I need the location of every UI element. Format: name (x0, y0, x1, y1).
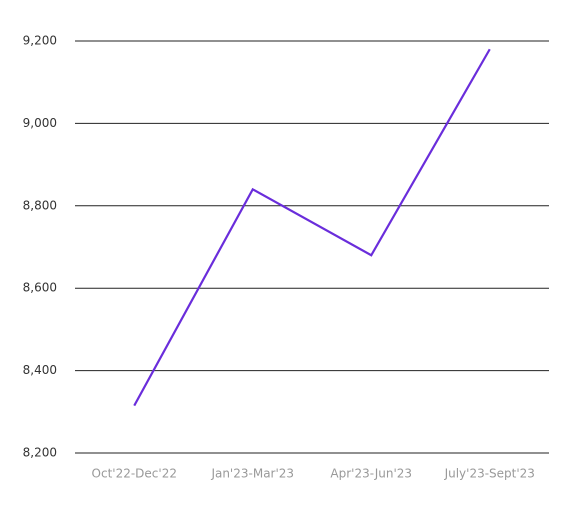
y-tick-label: 8,400 (23, 363, 57, 377)
x-tick-label: Jan'23-Mar'23 (210, 467, 294, 481)
y-tick-label: 8,200 (23, 446, 57, 460)
x-tick-label: July'23-Sept'23 (444, 467, 535, 481)
y-tick-label: 8,600 (23, 281, 57, 295)
y-tick-label: 9,200 (23, 34, 57, 48)
y-tick-label: 9,000 (23, 116, 57, 130)
line (133, 48, 491, 407)
y-tick-label: 8,800 (23, 198, 57, 212)
x-tick-label: Apr'23-Jun'23 (330, 467, 412, 481)
x-tick-label: Oct'22-Dec'22 (92, 467, 177, 481)
